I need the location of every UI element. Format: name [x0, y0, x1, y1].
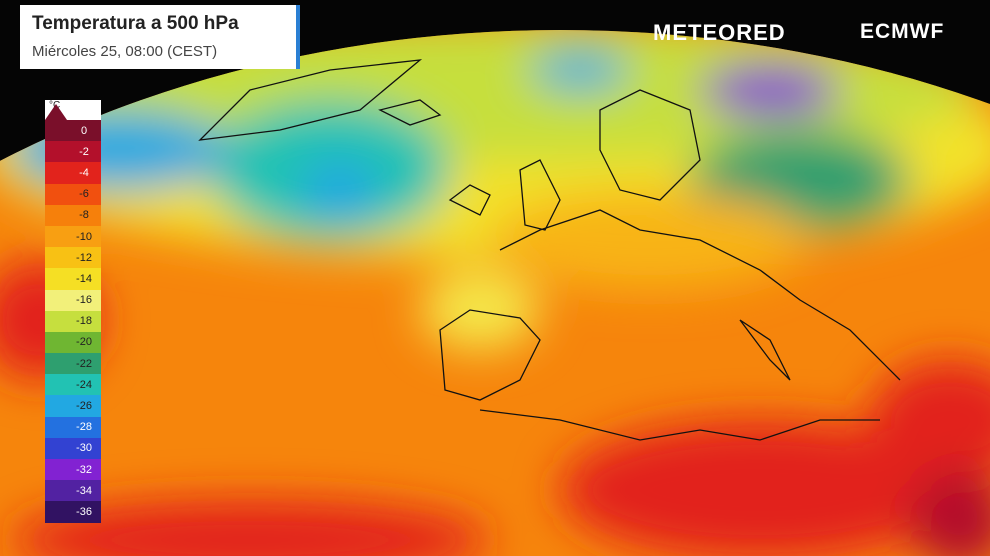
legend-swatch	[45, 416, 67, 438]
legend-row: -10	[45, 225, 101, 248]
legend-unit: °C	[49, 100, 61, 111]
legend-row: -4	[45, 162, 101, 184]
legend-swatch	[45, 501, 67, 523]
coastlines	[198, 59, 901, 441]
legend-arrow	[45, 104, 67, 120]
legend-swatch	[45, 289, 67, 311]
legend-swatch	[45, 225, 67, 248]
legend-swatch	[45, 353, 67, 375]
legend-swatch	[45, 459, 67, 481]
legend-row: -28	[45, 416, 101, 438]
legend-swatch	[45, 247, 67, 269]
legend-label: -32	[67, 459, 101, 481]
legend-label: -18	[67, 310, 101, 332]
legend-head: °C	[45, 100, 101, 120]
legend-swatch	[45, 437, 67, 459]
legend-swatch	[45, 395, 67, 417]
legend-label: -24	[67, 374, 101, 396]
legend-row: -24	[45, 374, 101, 396]
brand-logo: ECMWF	[860, 20, 945, 43]
legend-swatch	[45, 120, 67, 142]
title-box: Temperatura a 500 hPa Miércoles 25, 08:0…	[20, 5, 300, 69]
legend-swatch	[45, 480, 67, 502]
legend-label: -30	[67, 437, 101, 459]
legend-label: -28	[67, 416, 101, 438]
legend-row: -14	[45, 268, 101, 290]
legend-label: 0	[67, 120, 101, 142]
legend-label: -16	[67, 289, 101, 311]
legend-row: -20	[45, 331, 101, 354]
legend-row: -30	[45, 437, 101, 459]
legend-label: -36	[67, 501, 101, 523]
legend-swatch	[45, 310, 67, 332]
legend-swatch	[45, 204, 67, 226]
legend-row: -12	[45, 247, 101, 269]
legend-row: -32	[45, 459, 101, 481]
legend-label: -4	[67, 162, 101, 184]
legend-label: -2	[67, 141, 101, 163]
legend-label: -14	[67, 268, 101, 290]
legend-label: -20	[67, 331, 101, 354]
title: Temperatura a 500 hPa	[32, 13, 239, 34]
legend-rows: 0 -2 -4 -6 -8 -10 -12 -14 -16 -18 -20 -22 -24 -26 -28-…	[45, 120, 101, 523]
legend-swatch	[45, 183, 67, 205]
legend-label: -8	[67, 204, 101, 226]
legend-row: -34	[45, 480, 101, 502]
legend: °C 0 -2 -4 -6 -8 -10 -12 -14 -16 -18 -20 -22 -24 -26-…	[45, 100, 101, 523]
legend-row: 0	[45, 120, 101, 142]
legend-swatch	[45, 268, 67, 290]
legend-label: -10	[67, 225, 101, 248]
legend-row: -36	[45, 501, 101, 523]
legend-swatch	[45, 374, 67, 396]
legend-swatch	[45, 331, 67, 354]
legend-label: -6	[67, 183, 101, 205]
legend-row: -2	[45, 141, 101, 163]
legend-row: -22	[45, 353, 101, 375]
legend-label: -22	[67, 353, 101, 375]
legend-label: -26	[67, 395, 101, 417]
subtitle: Miércoles 25, 08:00 (CEST)	[32, 43, 218, 60]
legend-row: -8	[45, 204, 101, 226]
legend-label: -34	[67, 480, 101, 502]
legend-row: -18	[45, 310, 101, 332]
legend-row: -6	[45, 183, 101, 205]
brand-logo: METEORED	[653, 20, 786, 45]
legend-row: -16	[45, 289, 101, 311]
legend-label: -12	[67, 247, 101, 269]
legend-swatch	[45, 162, 67, 184]
legend-swatch	[45, 141, 67, 163]
legend-row: -26	[45, 395, 101, 417]
